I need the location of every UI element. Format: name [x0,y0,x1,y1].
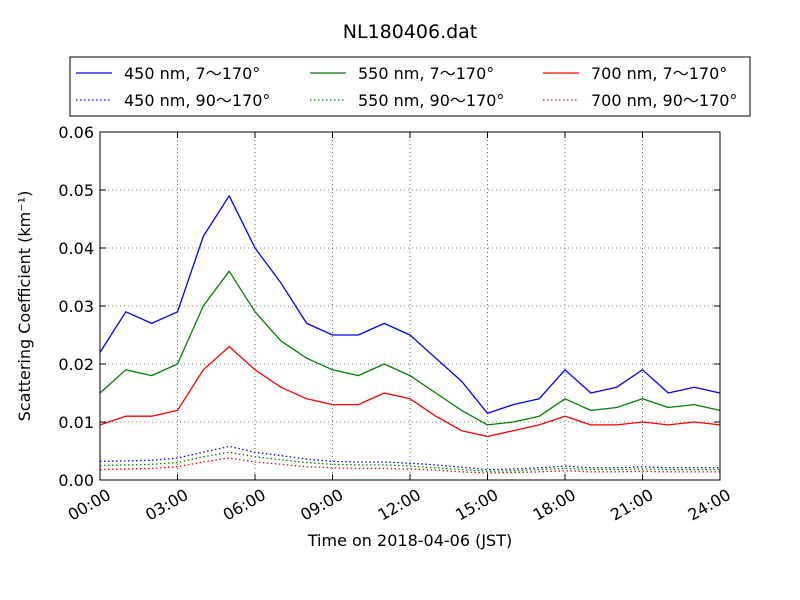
y-tick-label: 0.02 [58,355,94,374]
series-line [99,345,721,438]
y-tick-label: 0.05 [58,181,94,200]
series-line [99,195,721,414]
legend-label: 450 nm, 90～170° [124,91,270,110]
chart-title: NL180406.dat [343,21,478,43]
series-line [99,270,721,426]
legend-label: 700 nm, 90～170° [591,91,737,110]
y-tick-label: 0.03 [58,297,94,316]
series-line [99,445,720,471]
grid [100,132,720,480]
legend-label: 550 nm, 7～170° [358,64,494,83]
series-line [99,451,720,472]
series-layer [99,195,721,474]
legend-label: 450 nm, 7～170° [124,64,260,83]
y-tick-label: 0.06 [58,123,94,142]
legend-label: 550 nm, 90～170° [358,91,504,110]
y-axis-label: Scattering Coefficient (km⁻¹) [15,191,34,422]
y-axis: 0.00 0.01 0.02 0.03 0.04 0.05 0.06 [58,123,720,490]
legend: 450 nm, 7～170° 450 nm, 90～170° 550 nm, 7～1… [69,56,751,117]
legend-box [69,56,751,117]
y-tick-label: 0.04 [58,239,94,258]
y-tick-label: 0.00 [58,471,94,490]
x-axis-label: Time on 2018-04-06 (JST) [307,531,512,550]
y-tick-label: 0.01 [58,413,94,432]
legend-label: 700 nm, 7～170° [591,64,727,83]
